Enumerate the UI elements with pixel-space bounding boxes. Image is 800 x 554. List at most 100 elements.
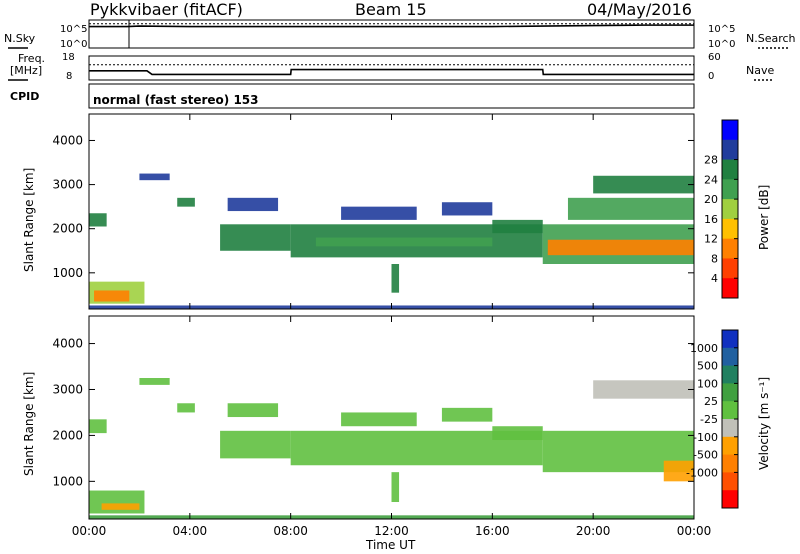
power-ytick-label-2: 3000 (52, 178, 83, 192)
power-band-6 (227, 197, 279, 212)
xtick-label-1: 04:00 (173, 524, 208, 538)
power-cbar-tick-label-2: 12 (704, 233, 718, 246)
power-cbar-tick-label-3: 16 (704, 213, 718, 226)
vel-band-11 (492, 426, 543, 441)
power-band-9 (391, 264, 400, 293)
power-ytick-label-0: 1000 (52, 266, 83, 280)
xtick-label-0: 00:00 (72, 524, 107, 538)
vel-ytick-label-1: 2000 (52, 428, 83, 442)
freq-line (89, 68, 694, 76)
power-cbar-seg-3 (722, 179, 738, 200)
vel-cbar-tick-label-6: -500 (693, 449, 718, 462)
vel-band-13 (663, 460, 694, 482)
vel-band-10 (441, 407, 493, 422)
power-cbar-seg-2 (722, 159, 738, 180)
vel-ytick-label-3: 4000 (52, 337, 83, 351)
nsearch-label: N.Search (746, 32, 796, 45)
nave-tick-low: 0 (708, 71, 715, 82)
vel-cbar-tick-label-0: 1000 (690, 342, 718, 355)
freq-label-2: [MHz] (10, 64, 43, 77)
power-cbar-seg-6 (722, 238, 738, 259)
vel-band-4 (177, 403, 195, 413)
vel-cbar-seg-7 (722, 454, 738, 473)
station-title: Pykkvibaer (fitACF) (90, 0, 243, 19)
vel-ytick-label-0: 1000 (52, 474, 83, 488)
vel-cbar-seg-5 (722, 419, 738, 438)
vel-cbar-seg-6 (722, 436, 738, 456)
vel-cbar-seg-4 (722, 401, 738, 420)
freq-panel-frame (88, 55, 695, 81)
power-cbar-tick-label-4: 20 (704, 193, 718, 206)
vel-band-9 (341, 412, 417, 427)
vel-cbar-tick-label-7: -1000 (686, 466, 718, 479)
power-cbar-seg-0 (722, 120, 738, 141)
vel-cbar-seg-9 (722, 490, 738, 509)
power-ytick-label-3: 4000 (52, 133, 83, 147)
vel-band-0 (89, 490, 145, 514)
power-band-8 (315, 237, 493, 247)
vel-band-8 (391, 472, 400, 503)
xtick-label-2: 08:00 (273, 524, 308, 538)
power-cbar-tick-label-6: 28 (704, 154, 718, 167)
vel-band-14 (593, 380, 694, 399)
noise-tick-high-right: 10^5 (708, 24, 736, 35)
power-band-3 (139, 173, 170, 181)
power-band-10 (341, 206, 417, 220)
power-band-16 (593, 175, 694, 194)
xtick-label-3: 12:00 (374, 524, 409, 538)
power-cbar-tick-label-0: 4 (711, 272, 718, 285)
xlabel: Time UT (366, 538, 416, 552)
noise-tick-low-right: 10^0 (708, 39, 736, 50)
xtick-label-6: 00:00 (677, 524, 712, 538)
power-band-14 (547, 239, 694, 256)
noise-tick-high-left: 10^5 (60, 24, 88, 35)
date-title: 04/May/2016 (587, 0, 692, 19)
power-band-5 (220, 224, 291, 251)
vel-cbar-seg-3 (722, 383, 738, 402)
vel-ytick-label-2: 3000 (52, 382, 83, 396)
vel-cbar-tick-label-2: 100 (697, 377, 718, 390)
power-cbar-tick-label-5: 24 (704, 173, 718, 186)
noise-panel-frame (88, 19, 695, 49)
power-band-15 (567, 197, 694, 220)
xtick-label-5: 20:00 (576, 524, 611, 538)
cpid-text: normal (fast stereo) 153 (93, 93, 259, 107)
freq-tick-low: 8 (66, 71, 73, 82)
nsky-label: N.Sky (4, 32, 36, 45)
vel-cbar-seg-0 (722, 330, 738, 349)
vel-cbar-seg-1 (722, 347, 738, 367)
vel-band-2 (89, 419, 107, 434)
vel-band-6 (227, 403, 279, 418)
vel-band-5 (220, 430, 291, 459)
vel-cbar-tick-label-5: -100 (693, 431, 718, 444)
vel-cbar-tick-label-1: 500 (697, 360, 718, 373)
vel-cbar-seg-8 (722, 472, 738, 491)
vel-band-1 (101, 503, 140, 510)
vel-cbar-tick-label-3: 25 (704, 395, 718, 408)
power-band-1 (94, 290, 130, 302)
vel-cbar-seg-2 (722, 365, 738, 384)
beam-title: Beam 15 (355, 0, 427, 19)
vel-cbar-tick-label-4: -25 (700, 413, 718, 426)
nave-label: Nave (746, 64, 775, 77)
power-cbar-frame (721, 119, 739, 299)
power-band-12 (492, 219, 543, 234)
power-band-4 (177, 197, 195, 207)
freq-tick-high: 18 (62, 52, 75, 63)
power-cbar-seg-5 (722, 218, 738, 240)
power-cbar-seg-7 (722, 258, 738, 279)
cpid-frame (88, 83, 695, 109)
noise-line-nsky (89, 24, 694, 28)
cpid-label: CPID (10, 90, 40, 103)
power-band-2 (89, 213, 107, 227)
freq-label-1: Freq. (18, 52, 46, 65)
power-cbar-seg-4 (722, 199, 738, 220)
power-cbar-seg-8 (722, 278, 738, 299)
power-cbar-tick-label-1: 8 (711, 252, 718, 265)
power-cbar-seg-1 (722, 139, 738, 161)
vel-band-3 (139, 378, 170, 385)
power-band-11 (441, 202, 493, 216)
noise-tick-low-left: 10^0 (60, 39, 88, 50)
